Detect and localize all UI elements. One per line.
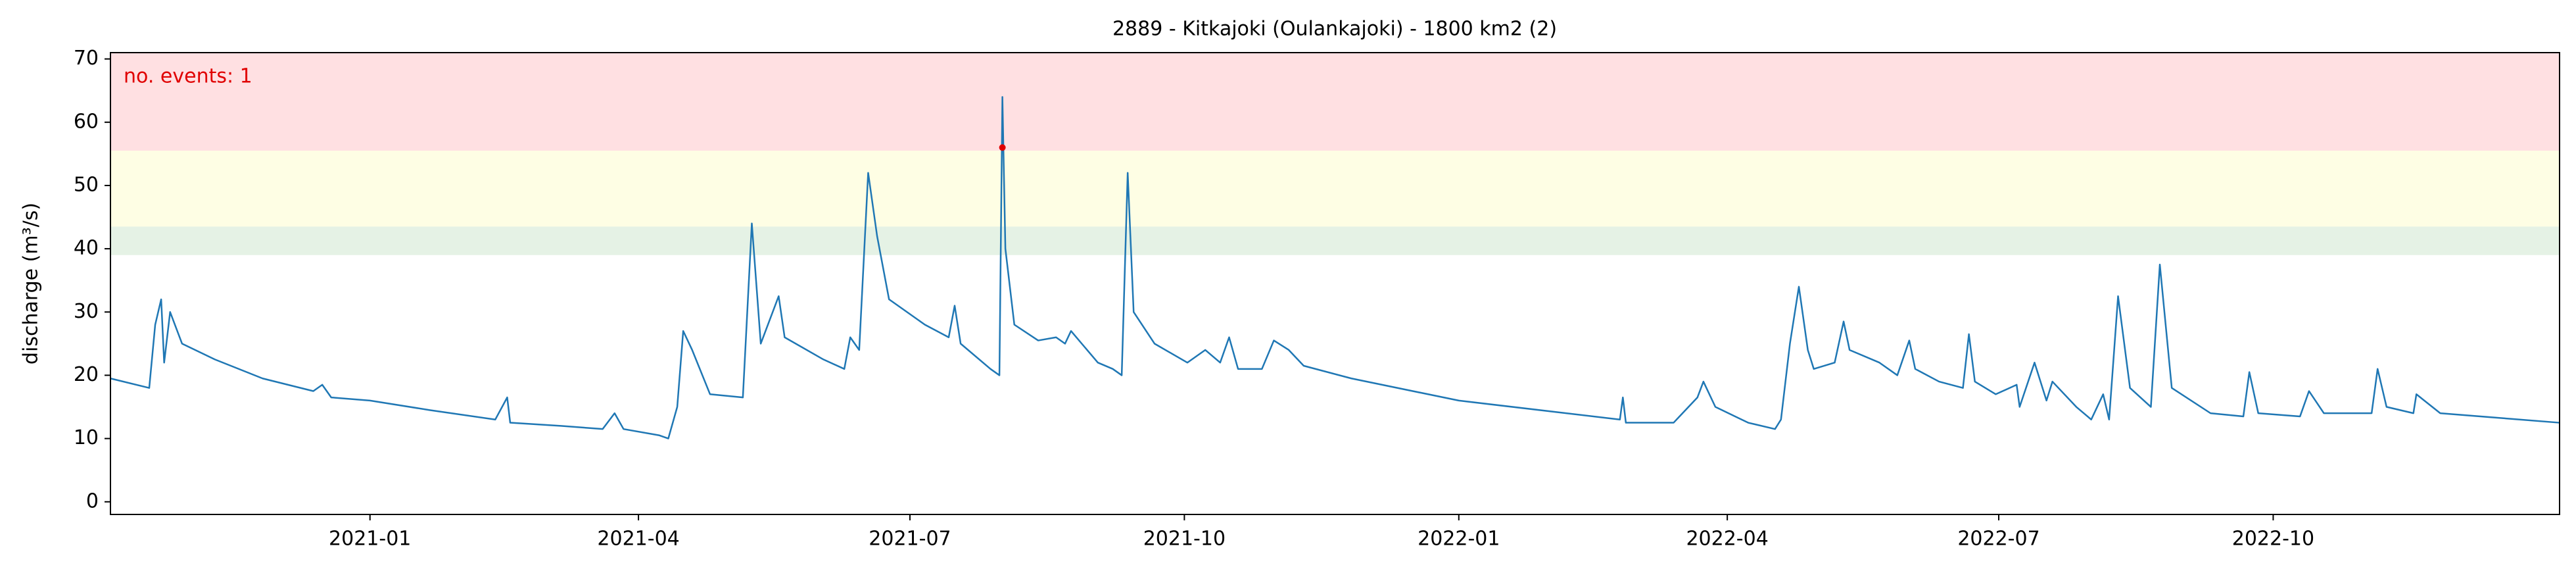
y-tick-label: 40 xyxy=(74,237,99,260)
y-axis-label: discharge (m³/s) xyxy=(20,203,43,364)
threshold-band xyxy=(110,151,2560,227)
threshold-band xyxy=(110,53,2560,151)
plot-frame xyxy=(110,52,2560,515)
threshold-band xyxy=(110,226,2560,255)
x-tick-label: 2022-10 xyxy=(2232,528,2314,551)
y-tick-label: 10 xyxy=(74,426,99,449)
x-tick-label: 2022-04 xyxy=(1686,528,1768,551)
event-marker xyxy=(999,144,1006,151)
x-tick-label: 2022-01 xyxy=(1418,528,1500,551)
x-tick-label: 2022-07 xyxy=(1957,528,2039,551)
y-tick-label: 60 xyxy=(74,110,99,133)
x-tick-label: 2021-04 xyxy=(597,528,679,551)
y-tick-label: 70 xyxy=(74,47,99,70)
y-tick-label: 30 xyxy=(74,300,99,323)
event-count: no. events: 1 xyxy=(124,65,252,88)
y-tick-label: 0 xyxy=(86,489,99,512)
x-tick-label: 2021-07 xyxy=(869,528,951,551)
chart-title: 2889 - Kitkajoki (Oulankajoki) - 1800 km… xyxy=(1112,18,1557,41)
x-tick-label: 2021-01 xyxy=(329,528,411,551)
y-tick-label: 20 xyxy=(74,363,99,386)
x-tick-label: 2021-10 xyxy=(1143,528,1226,551)
y-tick-label: 50 xyxy=(74,173,99,196)
discharge-line xyxy=(110,96,2560,439)
